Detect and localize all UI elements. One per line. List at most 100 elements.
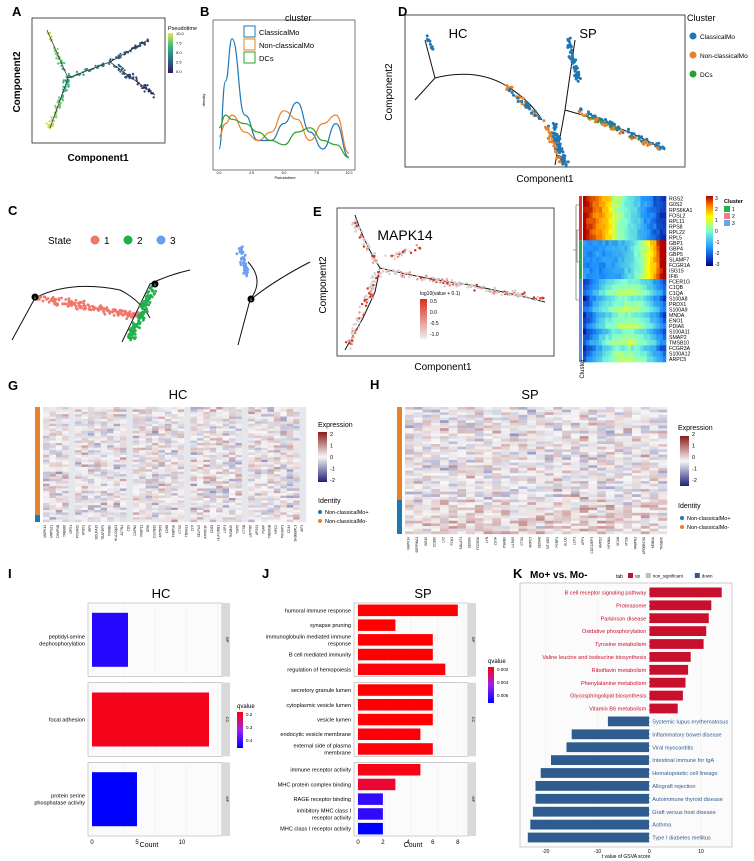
heatmap-cell	[164, 407, 172, 410]
heatmap-cell	[158, 495, 166, 499]
heatmap-cell-f	[608, 339, 613, 346]
cluster-cell-point	[573, 74, 577, 77]
heatmap-cell	[152, 514, 159, 518]
heatmap-cell	[62, 481, 69, 484]
heatmap-cell	[474, 467, 484, 471]
heatmap-cell	[216, 440, 223, 444]
heatmap-cell-f	[656, 201, 660, 208]
heatmap-cell	[229, 474, 236, 477]
heatmap-cell	[158, 411, 166, 415]
heatmap-cell	[293, 466, 300, 470]
heatmap-cell	[94, 507, 101, 511]
heatmap-cell	[544, 462, 554, 466]
state-cell-point	[82, 299, 86, 303]
heatmap-cell-f	[602, 356, 606, 363]
heatmap-cell-f	[646, 251, 651, 258]
heatmap-cell	[562, 433, 572, 437]
heatmap-cell	[55, 442, 63, 446]
heatmap-cell	[87, 414, 95, 417]
heatmap-cell	[49, 457, 57, 460]
heatmap-cell	[273, 438, 281, 441]
heatmap-cell	[431, 409, 441, 413]
heatmap-cell-f	[589, 345, 593, 352]
heatmap-cell-f	[586, 218, 590, 224]
heatmap-cell-f	[589, 317, 593, 324]
heatmap-cell	[632, 425, 641, 429]
mapk14-expression-scatter	[344, 214, 546, 351]
heatmap-cell	[466, 420, 476, 424]
heatmap-cell-f	[589, 323, 593, 330]
heatmap-cell	[81, 409, 89, 412]
heatmap-cell	[241, 414, 249, 417]
heatmap-cell-f	[637, 345, 641, 352]
heatmap-cell-f	[595, 290, 600, 296]
heatmap-cell-f	[637, 328, 641, 335]
heatmap-cell	[509, 438, 519, 442]
heatmap-cell	[139, 462, 146, 465]
heatmap-cell	[501, 409, 510, 413]
heatmap-cell-f	[586, 207, 590, 213]
heatmap-cell-f	[586, 245, 590, 252]
heatmap-cell	[43, 498, 50, 501]
heatmap-cell-f	[608, 262, 613, 269]
heatmap-cell	[203, 505, 210, 508]
gene-label: AIF1	[300, 525, 304, 532]
heatmap-cell	[132, 490, 140, 494]
heatmap-cell	[579, 457, 589, 461]
heatmap-cell-f	[614, 196, 619, 202]
heatmap-cell-f	[595, 356, 600, 363]
heatmap-cell	[94, 440, 101, 444]
heatmap-cell	[184, 459, 191, 463]
heatmap-cell	[43, 517, 50, 520]
heatmap-cell	[562, 438, 572, 442]
state-cell-point	[240, 246, 244, 249]
heatmap-cell	[241, 435, 249, 439]
heatmap-cell	[241, 454, 249, 458]
branch-node-number: 1	[34, 295, 37, 300]
heatmap-cell-f	[586, 279, 590, 285]
expression-cell-point	[352, 221, 355, 225]
heatmap-cell-f	[624, 334, 628, 341]
heatmap-cell	[466, 407, 476, 410]
heatmap-cell	[49, 433, 57, 436]
heatmap-cell	[448, 438, 458, 442]
heatmap-cell	[509, 467, 519, 471]
heatmap-cell	[152, 414, 159, 417]
heatmap-cell	[509, 449, 519, 453]
heatmap-cell	[439, 412, 449, 416]
heatmap-cell	[248, 423, 255, 427]
heatmap-cell	[75, 478, 82, 482]
heatmap-cell	[241, 500, 249, 504]
heatmap-cell	[184, 466, 191, 470]
heatmap-cell	[126, 423, 133, 427]
heatmap-cell	[139, 493, 146, 496]
heatmap-cell	[107, 428, 114, 432]
heatmap-cell	[241, 423, 249, 427]
state-legend-label: 2	[137, 236, 143, 247]
cluster-cell-point	[576, 79, 580, 83]
heatmap-cell	[152, 495, 159, 499]
heatmap-cell	[261, 517, 268, 520]
heatmap-cell-f	[627, 273, 632, 280]
cluster-cell-point	[619, 130, 623, 134]
heatmap-cell	[196, 454, 204, 458]
heatmap-cell-f	[662, 201, 667, 208]
cluster-cell-point	[600, 122, 604, 126]
heatmap-cell	[466, 441, 476, 445]
cluster-legend-label-d: DCs	[700, 72, 713, 79]
heatmap-cell	[203, 517, 210, 520]
heatmap-cell	[107, 407, 114, 410]
heatmap-cell	[68, 512, 76, 516]
heatmap-cell-f	[592, 345, 597, 352]
trajectory-cell-point	[67, 79, 70, 82]
heatmap-cell	[405, 457, 414, 461]
heatmap-cell	[261, 500, 268, 504]
heatmap-cell	[492, 444, 502, 447]
heatmap-cell-f	[605, 256, 609, 263]
heatmap-cell	[126, 486, 133, 489]
heatmap-cell-f	[630, 345, 635, 352]
heatmap-cell-f	[621, 251, 625, 258]
heatmap-cell	[132, 481, 140, 484]
heatmap-cell	[75, 505, 82, 508]
heatmap-cell	[248, 517, 255, 520]
